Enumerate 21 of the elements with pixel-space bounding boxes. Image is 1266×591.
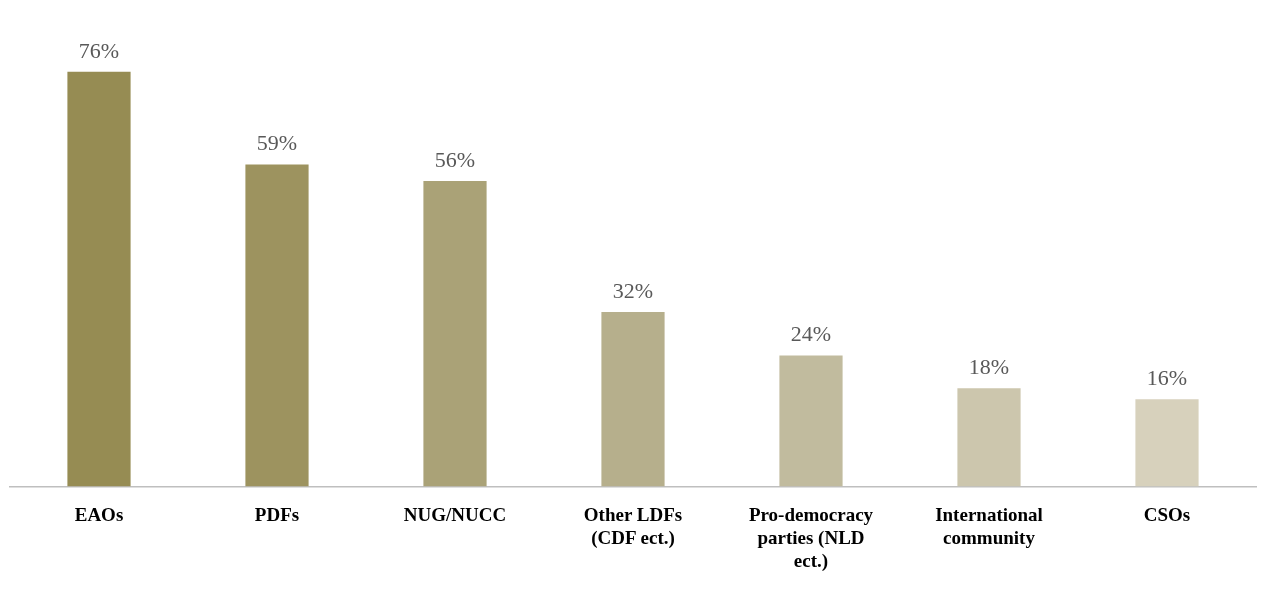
x-tick-label: Pro-democracy parties (NLD ect.) <box>748 503 874 572</box>
data-label: 24% <box>790 321 832 347</box>
data-label: 16% <box>1146 365 1188 391</box>
data-label: 59% <box>256 130 298 156</box>
bar <box>67 71 131 487</box>
bar <box>779 355 843 487</box>
x-tick-label: NUG/NUCC <box>403 503 507 525</box>
x-tick-label: EAOs <box>74 503 124 525</box>
x-tick-label: CSOs <box>1143 503 1191 525</box>
bar <box>245 164 309 487</box>
bar <box>423 180 487 487</box>
bar <box>601 311 665 487</box>
data-label: 76% <box>78 37 120 63</box>
data-label: 32% <box>612 277 654 303</box>
bar <box>1135 399 1199 487</box>
x-tick-label: Other LDFs (CDF ect.) <box>583 503 683 549</box>
data-label: 18% <box>968 354 1010 380</box>
bar <box>957 388 1021 487</box>
x-tick-label: International community <box>935 503 1043 548</box>
x-tick-label: PDFs <box>254 503 300 525</box>
data-label: 56% <box>434 146 476 172</box>
